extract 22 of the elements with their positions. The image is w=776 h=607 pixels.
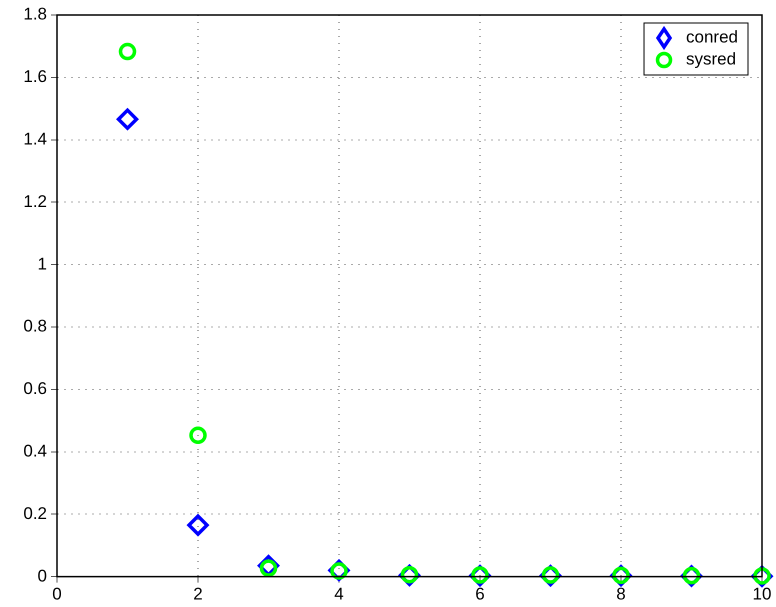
x-tick-label: 10: [752, 584, 772, 604]
point: [116, 108, 138, 130]
y-tick-label: 0.2: [23, 504, 47, 523]
x-tick-label: 6: [475, 584, 485, 604]
y-tick-label: 1.8: [23, 4, 47, 24]
y-tick-label: 0.8: [23, 316, 47, 336]
x-tick-label: 0: [52, 584, 62, 604]
y-tick-label: 1: [38, 254, 47, 274]
legend-label: conred: [686, 28, 738, 47]
x-tick-label: 8: [616, 584, 626, 604]
x-tick-label: 4: [334, 584, 344, 604]
y-tick-label: 0.4: [23, 441, 47, 460]
point: [118, 42, 136, 60]
y-tick-label: 0: [38, 566, 47, 586]
point: [189, 426, 207, 444]
y-tick-label: 0.6: [23, 379, 47, 398]
y-tick-label: 1.4: [23, 129, 47, 148]
x-tick-label: 2: [193, 584, 203, 604]
y-tick-label: 1.6: [23, 67, 47, 86]
y-tick-label: 1.2: [23, 192, 47, 211]
legend-label: sysred: [686, 50, 736, 69]
point: [187, 514, 209, 536]
